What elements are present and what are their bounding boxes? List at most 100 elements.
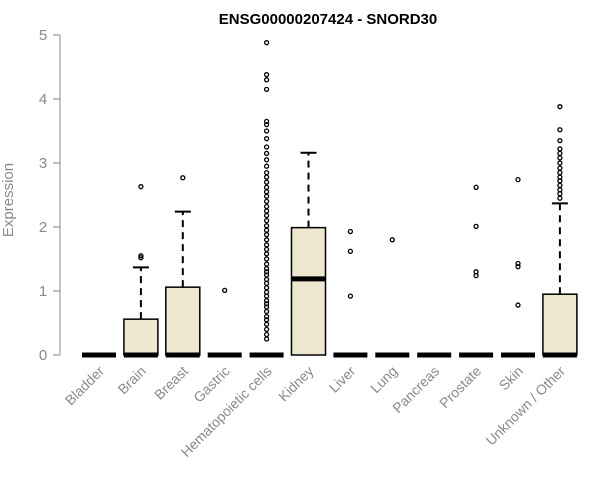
y-tick-label: 4 <box>39 91 47 108</box>
outlier-point <box>557 160 563 166</box>
outlier-point <box>557 195 563 201</box>
y-tick-label: 2 <box>39 219 47 236</box>
box-liver <box>333 228 368 358</box>
outlier-point <box>557 182 563 189</box>
outlier-point <box>263 136 270 142</box>
y-tick-label: 5 <box>39 27 47 44</box>
outlier-point <box>263 208 270 214</box>
outlier-point <box>263 144 270 150</box>
y-tick-label: 0 <box>39 347 47 364</box>
outlier-point <box>263 198 270 205</box>
outlier-point <box>515 260 521 267</box>
outlier-point <box>263 217 270 224</box>
outlier-point <box>263 331 270 338</box>
outlier-point <box>263 77 270 83</box>
outlier-point <box>263 308 270 315</box>
outlier-point <box>473 223 479 230</box>
outlier-point <box>557 169 563 176</box>
box-skin <box>501 176 535 358</box>
outlier-point <box>557 187 563 193</box>
outlier-point <box>263 304 270 310</box>
outlier-point <box>263 174 270 180</box>
outlier-point <box>557 165 563 171</box>
outlier-point <box>473 184 479 190</box>
x-tick-label: Bladder <box>62 363 108 409</box>
outlier-point <box>263 163 270 169</box>
x-tick-label: Lung <box>367 363 400 396</box>
outlier-point <box>515 302 521 308</box>
outlier-point <box>263 301 270 307</box>
x-tick-label: Unknown / Other <box>482 363 568 449</box>
box-prostate <box>459 184 494 358</box>
outlier-point <box>138 253 144 259</box>
outlier-point <box>263 223 270 229</box>
outlier-point <box>263 246 270 253</box>
x-tick-label: Breast <box>151 363 191 403</box>
outlier-point <box>263 289 270 295</box>
outlier-point <box>263 179 270 185</box>
outlier-point <box>180 175 186 181</box>
outlier-point <box>263 232 270 238</box>
y-axis-label: Expression <box>0 163 17 237</box>
outlier-point <box>557 155 563 161</box>
outlier-point <box>557 146 563 152</box>
outlier-point <box>515 264 521 270</box>
outlier-point <box>263 297 270 304</box>
outlier-point <box>263 121 270 128</box>
outlier-point <box>263 285 270 291</box>
chart-title: ENSG00000207424 - SNORD30 <box>219 11 437 28</box>
outlier-point <box>347 248 354 254</box>
outlier-point <box>557 150 563 157</box>
x-tick-label: Pancreas <box>389 363 442 416</box>
outlier-point <box>263 276 270 283</box>
box-hematopoietic-cells <box>249 40 284 358</box>
outlier-point <box>263 118 270 125</box>
outlier-point <box>263 269 270 275</box>
outlier-point <box>557 137 563 144</box>
box-body <box>165 286 201 356</box>
y-axis: 0 1 2 3 4 5 <box>39 27 61 364</box>
outlier-point <box>263 169 270 176</box>
outlier-point <box>263 321 270 327</box>
x-tick-label: Prostate <box>436 363 484 411</box>
outlier-point <box>557 104 563 110</box>
outlier-point <box>263 256 270 262</box>
outlier-point <box>138 255 144 261</box>
box-body <box>542 293 578 356</box>
box-breast <box>165 175 201 358</box>
y-tick-label: 3 <box>39 155 47 172</box>
boxes <box>82 40 578 358</box>
outlier-point <box>263 313 270 320</box>
outlier-point <box>347 293 354 299</box>
box-body <box>123 318 159 356</box>
outlier-point <box>263 242 270 248</box>
outlier-point <box>389 237 395 243</box>
outlier-point <box>263 86 270 93</box>
outlier-point <box>263 189 270 195</box>
outlier-point <box>263 150 270 157</box>
outlier-point <box>347 228 354 235</box>
box-unknown-other <box>542 104 578 358</box>
y-tick-label: 1 <box>39 283 47 300</box>
outlier-point <box>263 272 270 278</box>
outlier-point <box>263 237 270 243</box>
outlier-point <box>263 227 270 233</box>
x-tick-label: Skin <box>496 363 527 394</box>
x-tick-label: Kidney <box>275 363 317 405</box>
outlier-point <box>557 174 563 180</box>
outlier-point <box>263 72 270 78</box>
x-tick-label: Brain <box>115 363 149 397</box>
box-gastric <box>207 287 242 358</box>
outlier-point <box>263 40 270 46</box>
outlier-point <box>263 265 270 272</box>
outlier-point <box>473 269 479 275</box>
x-tick-label: Liver <box>326 363 359 396</box>
outlier-point <box>263 128 270 134</box>
outlier-point <box>263 326 270 333</box>
outlier-point <box>138 184 144 190</box>
box-kidney <box>290 151 327 356</box>
outlier-point <box>263 203 270 210</box>
box-body <box>290 226 327 356</box>
outlier-point <box>263 261 270 267</box>
